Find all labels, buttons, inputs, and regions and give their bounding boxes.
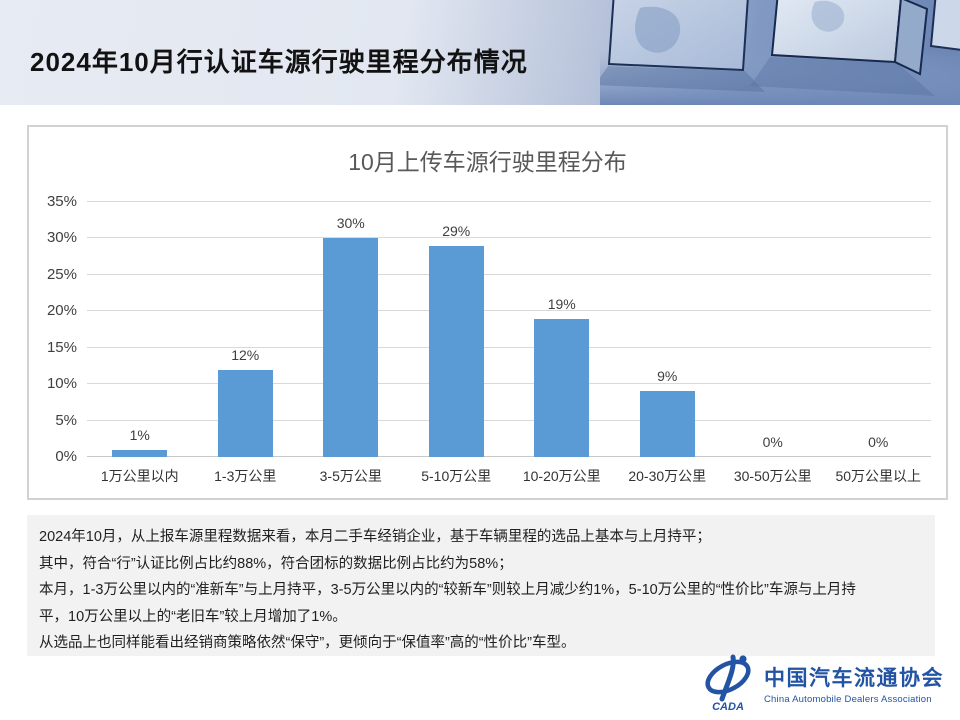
cubes-graphic bbox=[600, 0, 960, 105]
summary-line-4: 平，10万公里以上的“老旧车”较上月增加了1%。 bbox=[39, 608, 347, 625]
bar-value-label: 29% bbox=[442, 222, 471, 239]
x-tick-label: 3-5万公里 bbox=[319, 468, 382, 484]
bar-value-label: 9% bbox=[657, 368, 678, 385]
gridline-25 bbox=[87, 273, 931, 275]
page-title: 2024年10月行认证车源行驶里程分布情况 bbox=[30, 47, 528, 77]
plot-area: 0% 5% 10% 15% 20% 25% 30% 35% 1% 12% 30% 29% 19% 9% 0%… bbox=[47, 193, 931, 465]
logo-text: 中国汽车流通协会 China Automobile Dealers Associ… bbox=[764, 662, 944, 705]
y-tick-label: 30% bbox=[46, 229, 77, 247]
bar-5-10万公里 bbox=[428, 245, 484, 457]
y-tick-label: 15% bbox=[46, 338, 77, 356]
y-tick-label: 20% bbox=[46, 302, 77, 320]
gridline-10 bbox=[87, 383, 931, 385]
gridline-30 bbox=[87, 237, 931, 239]
gridline-5 bbox=[87, 419, 931, 421]
gridline-35 bbox=[87, 201, 931, 202]
y-tick-label: 10% bbox=[46, 375, 77, 393]
plot-wrap: 0% 5% 10% 15% 20% 25% 30% 35% 1% 12% 30% 29% 19% 9% 0%… bbox=[29, 193, 946, 498]
bar-value-label: 19% bbox=[547, 295, 576, 312]
chart-panel: 10月上传车源行驶里程分布 0% 5% 10% 15% 20% 25% 30% 35% 1% 12… bbox=[27, 125, 948, 500]
bar-3-5万公里 bbox=[323, 238, 379, 457]
gridline-0 bbox=[87, 456, 931, 457]
summary-line-5: 从选品上也同样能看出经销商策略依然“保守”，更倾向于“保值率”高的“性价比”车型… bbox=[39, 635, 576, 651]
bar-value-label: 0% bbox=[762, 434, 783, 450]
logo-cn-name: 中国汽车流通协会 bbox=[764, 665, 944, 690]
slide-header: 2024年10月行认证车源行驶里程分布情况 bbox=[0, 0, 960, 105]
gridline-15 bbox=[87, 346, 931, 348]
summary-line-1: 2024年10月，从上报车源里程数据来看，本月二手车经销企业，基于车辆里程的选品… bbox=[39, 529, 711, 545]
bar-value-label: 30% bbox=[336, 215, 365, 232]
bar-10-20万公里 bbox=[534, 318, 590, 457]
y-tick-label: 0% bbox=[55, 448, 77, 465]
x-tick-label: 30-50万公里 bbox=[733, 468, 812, 484]
x-tick-label: 20-30万公里 bbox=[628, 468, 707, 484]
y-tick-label: 5% bbox=[55, 411, 77, 429]
x-tick-label: 50万公里以上 bbox=[835, 468, 922, 484]
chart-title: 10月上传车源行驶里程分布 bbox=[348, 149, 627, 175]
x-axis: 1万公里以内 1-3万公里 3-5万公里 5-10万公里 10-20万公里 20-30万公… bbox=[87, 466, 931, 486]
summary-line-2: 其中，符合“行”认证比例占比约88%，符合团标的数据比例占比约为58%； bbox=[39, 555, 513, 572]
bar-20-30万公里 bbox=[639, 391, 695, 457]
summary-line-3: 本月，1-3万公里以内的“准新车”与上月持平，3-5万公里以内的“较新车”则较上… bbox=[39, 582, 856, 598]
summary-text-block: 2024年10月，从上报车源里程数据来看，本月二手车经销企业，基于车辆里程的选品… bbox=[27, 515, 935, 656]
slide-footer: CADA 中国汽车流通协会 China Automobile Dealers A… bbox=[702, 654, 944, 712]
bar-1-3万公里 bbox=[217, 369, 273, 457]
x-tick-label: 1万公里以内 bbox=[100, 468, 179, 484]
bar-value-label: 0% bbox=[868, 434, 889, 450]
y-tick-label: 35% bbox=[46, 193, 77, 210]
bar-1万公里以内 bbox=[112, 449, 168, 457]
bar-value-label: 1% bbox=[129, 426, 150, 443]
gridline-20 bbox=[87, 310, 931, 312]
logo-en-name: China Automobile Dealers Association bbox=[764, 693, 932, 705]
x-tick-label: 10-20万公里 bbox=[522, 468, 601, 484]
x-tick-label: 1-3万公里 bbox=[214, 468, 277, 484]
cada-logo-icon: CADA bbox=[705, 654, 751, 712]
cada-logo-text: CADA bbox=[712, 701, 744, 712]
x-tick-label: 5-10万公里 bbox=[421, 468, 492, 484]
y-tick-label: 25% bbox=[46, 265, 77, 283]
bar-value-label: 12% bbox=[231, 346, 260, 363]
